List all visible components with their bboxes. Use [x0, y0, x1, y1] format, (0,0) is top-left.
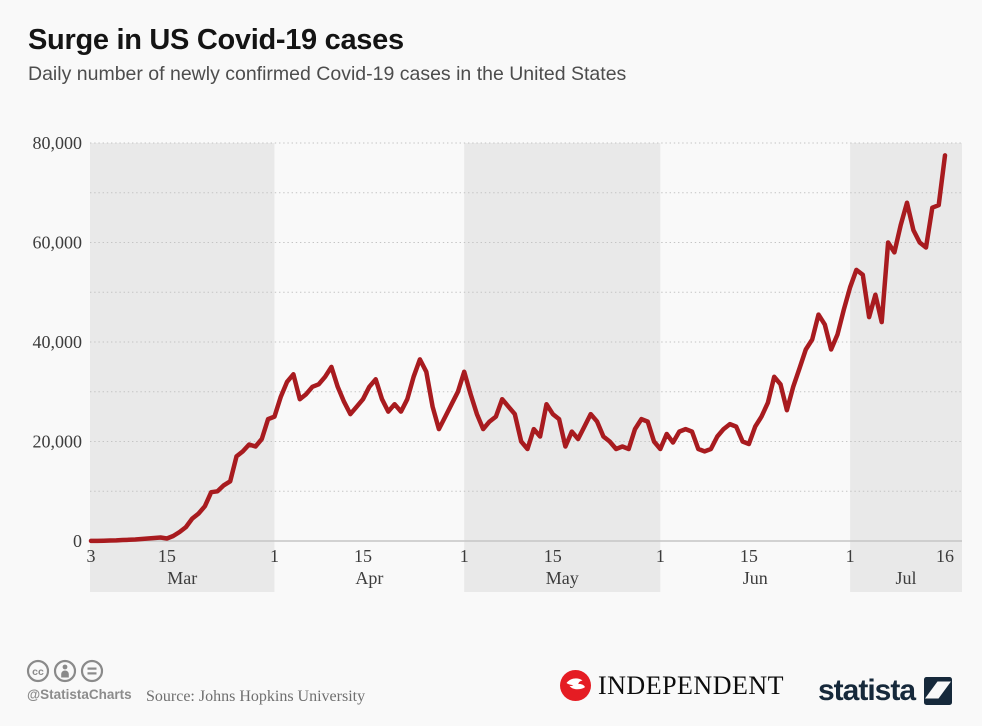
- svg-text:cc: cc: [32, 666, 44, 678]
- covid-cases-line: [88, 153, 948, 544]
- attribution-person-icon: [53, 659, 77, 683]
- statista-social-handle: @StatistaCharts: [27, 687, 132, 702]
- independent-wordmark: INDEPENDENT: [598, 670, 785, 700]
- x-tick-label: 1: [270, 546, 279, 566]
- y-tick-label: 60,000: [33, 233, 83, 253]
- y-tick-label: 20,000: [33, 432, 83, 452]
- statista-logo-mark: [924, 677, 953, 705]
- independent-logo: INDEPENDENT: [560, 670, 784, 701]
- page-subtitle: Daily number of newly confirmed Covid-19…: [28, 63, 627, 85]
- x-tick-label: 16: [936, 546, 954, 566]
- page-title: Surge in US Covid-19 cases: [28, 24, 404, 56]
- x-tick-label: 3: [87, 546, 96, 566]
- y-tick-label: 40,000: [33, 332, 83, 352]
- statista-wordmark: statista: [818, 674, 916, 707]
- month-band-jul: [850, 143, 962, 592]
- y-tick-label: 80,000: [33, 133, 83, 153]
- statista-logo: statista: [818, 674, 953, 708]
- creative-commons-license-icons: cc: [26, 659, 104, 683]
- month-label-jun: Jun: [743, 568, 768, 588]
- month-label-apr: Apr: [355, 568, 383, 588]
- covid-cases-line-chart: 0 20,000 40,000 60,000 80,000 3 15 1 15 1 15 1 15 1 16…: [33, 133, 962, 592]
- x-tick-label: 15: [158, 546, 176, 566]
- independent-eagle-icon: [560, 670, 591, 701]
- x-tick-label: 15: [740, 546, 758, 566]
- x-tick-label: 1: [656, 546, 665, 566]
- cc-icon: cc: [26, 659, 50, 683]
- y-tick-label: 0: [73, 531, 82, 551]
- x-tick-label: 15: [544, 546, 562, 566]
- x-tick-label: 1: [846, 546, 855, 566]
- month-band-mar: [90, 143, 275, 592]
- month-band-may: [464, 143, 661, 592]
- month-label-jul: Jul: [896, 568, 917, 588]
- no-derivatives-equals-icon: [80, 659, 104, 683]
- month-label-may: May: [546, 568, 579, 588]
- x-tick-label: 1: [460, 546, 469, 566]
- source-text: Source: Johns Hopkins University: [146, 688, 366, 705]
- x-tick-label: 15: [354, 546, 372, 566]
- month-label-mar: Mar: [167, 568, 197, 588]
